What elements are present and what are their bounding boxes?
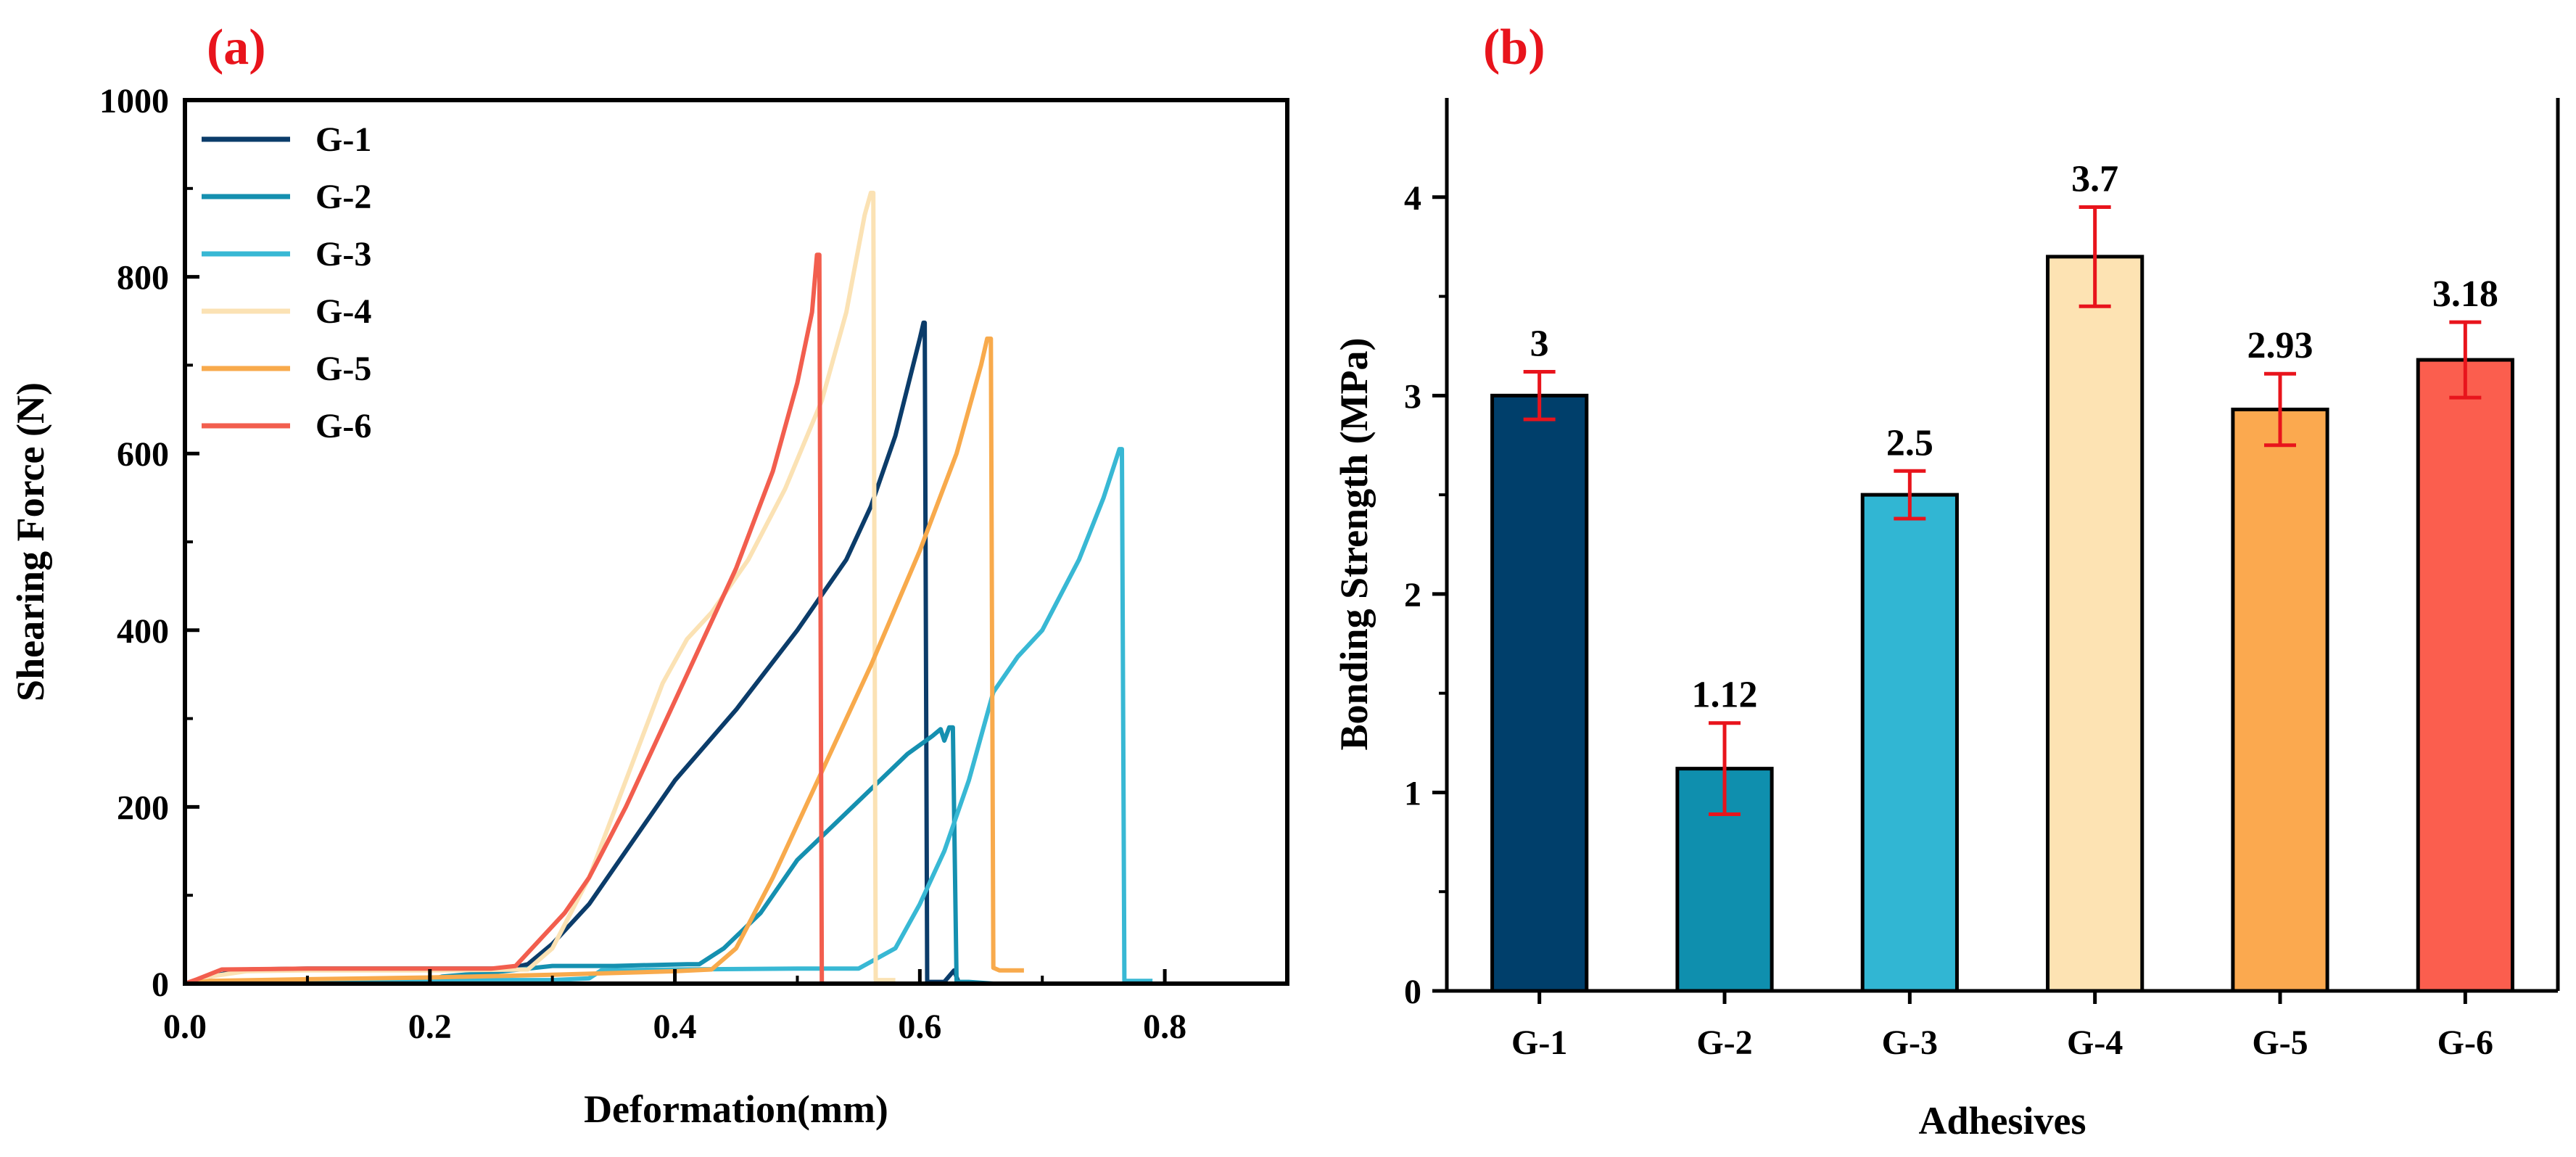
y-tick-label: 800 — [117, 259, 169, 297]
x-tick-label: 0.4 — [653, 1008, 697, 1046]
x-tick-label-g-3: G-3 — [1882, 1024, 1938, 1062]
bar-g-3 — [1860, 493, 1959, 993]
x-tick-label: 0.6 — [898, 1008, 941, 1046]
legend-a: G-1 G-2 G-3 G-4 G-5 G-6 — [202, 120, 371, 445]
x-axis-ticks-a: 0.0 0.2 0.4 0.6 0.8 — [163, 969, 1186, 1046]
y-tick-label: 0 — [1404, 973, 1421, 1011]
y-tick-label: 0 — [152, 965, 169, 1004]
x-tick-label: 0.0 — [163, 1008, 207, 1046]
bar-value-label-g-4: 3.7 — [2071, 158, 2118, 199]
series-line-g-2 — [184, 725, 994, 986]
bar-value-label-g-3: 2.5 — [1886, 422, 1933, 464]
legend-label-g-1: G-1 — [315, 120, 371, 159]
bar-g-1 — [1490, 393, 1589, 993]
series-line-g-3 — [184, 447, 1153, 986]
x-tick-label: 0.2 — [408, 1008, 452, 1046]
series-line-g-5 — [184, 336, 1024, 986]
y-axis-ticks-a: 0 200 400 600 800 1000 — [99, 82, 199, 1004]
x-tick-label-g-4: G-4 — [2067, 1024, 2123, 1062]
legend-label-g-5: G-5 — [315, 350, 371, 388]
panel-b-label: (b) — [1483, 20, 1545, 75]
x-axis-title-b: Adhesives — [1918, 1099, 2086, 1142]
legend-label-g-2: G-2 — [315, 178, 371, 216]
panel-b: (b) 31.122.53.72.933.18 G-1 G-2 G-3 G-4 G-5 G… — [1332, 20, 2560, 1142]
bar-value-label-g-1: 3 — [1530, 324, 1549, 365]
error-bar-group — [1523, 205, 2482, 817]
bar-g-4 — [2046, 255, 2144, 993]
bar-g-5 — [2231, 407, 2329, 993]
y-axis-ticks-b: 0 1 2 3 4 — [1404, 179, 1447, 1011]
bar-value-label-group: 3 1.12 2.5 3.7 2.93 3.18 — [1530, 158, 2498, 715]
bar-g-6 — [2416, 358, 2514, 993]
x-tick-label-g-2: G-2 — [1696, 1024, 1752, 1062]
series-line-g-4 — [184, 190, 896, 986]
x-axis-title-a: Deformation(mm) — [584, 1087, 888, 1131]
legend-label-g-4: G-4 — [315, 292, 371, 331]
series-line-g-1 — [184, 320, 962, 986]
y-axis-title-b: Bonding Strength (MPa) — [1332, 337, 1376, 750]
y-tick-label: 2 — [1404, 576, 1421, 614]
panel-a-label: (a) — [207, 20, 266, 75]
legend-label-g-3: G-3 — [315, 235, 371, 273]
y-tick-label: 3 — [1404, 377, 1421, 416]
bar-group — [1490, 255, 2514, 993]
y-tick-label: 400 — [117, 612, 169, 651]
x-tick-label-g-1: G-1 — [1511, 1024, 1567, 1062]
y-tick-label: 1 — [1404, 774, 1421, 812]
bar-value-label-g-2: 1.12 — [1692, 675, 1758, 716]
y-tick-label: 600 — [117, 435, 169, 474]
x-tick-label-g-5: G-5 — [2252, 1024, 2308, 1062]
y-tick-label: 4 — [1404, 179, 1421, 218]
legend-label-g-6: G-6 — [315, 407, 371, 445]
panel-a: (a) 0.0 0.2 0.4 0.6 0.8 0 200 400 600 800 1000 De… — [9, 20, 1289, 1131]
y-axis-title-a: Shearing Force (N) — [9, 382, 52, 701]
y-tick-label: 200 — [117, 789, 169, 827]
bar-value-label-g-6: 3.18 — [2432, 273, 2498, 315]
bar-value-label-g-5: 2.93 — [2247, 325, 2313, 366]
series-line-g-6 — [183, 252, 825, 986]
x-axis-ticks-b: G-1 G-2 G-3 G-4 G-5 G-6 — [1511, 991, 2493, 1062]
y-tick-label: 1000 — [99, 82, 169, 120]
x-tick-label: 0.8 — [1143, 1008, 1186, 1046]
x-tick-label-g-6: G-6 — [2437, 1024, 2493, 1062]
